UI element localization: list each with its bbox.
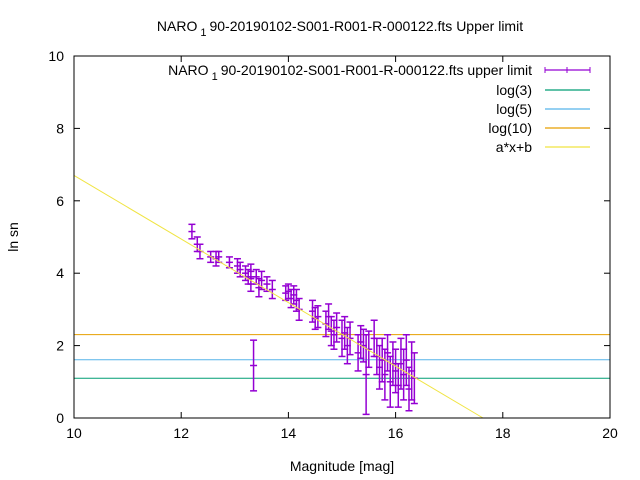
y-tick-label: 0	[56, 410, 64, 426]
legend: NARO 1 90-20190102-S001-R001-R-000122.fts …	[168, 62, 591, 155]
plot-border	[73, 55, 611, 419]
data-point	[384, 333, 392, 372]
data-point	[188, 223, 196, 240]
data-point	[236, 261, 244, 278]
plot-area: 10 12 14 16 18 20 0 2 4 6 8 10	[48, 48, 618, 441]
y-tick-label: 6	[56, 193, 64, 209]
fit-line	[73, 175, 484, 419]
y-axis-label: ln sn	[5, 222, 21, 252]
x-tick-label: 16	[388, 425, 404, 441]
legend-label-fit: a*x+b	[496, 139, 532, 155]
x-tick-label: 14	[281, 425, 297, 441]
data-point	[268, 279, 276, 300]
legend-label-log3: log(3)	[496, 82, 532, 98]
y-tick-label: 2	[56, 338, 64, 354]
x-tick-label: 20	[602, 425, 618, 441]
data-point	[250, 339, 258, 392]
y-tick-label: 4	[56, 265, 64, 281]
x-tick-label: 10	[66, 425, 82, 441]
chart-title: NARO 1 90-20190102-S001-R001-R-000122.fts …	[157, 18, 523, 39]
y-tick-label: 8	[56, 120, 64, 136]
legend-label-log5: log(5)	[496, 101, 532, 117]
legend-label-data: NARO 1 90-20190102-S001-R001-R-000122.fts …	[168, 62, 532, 83]
data-point	[365, 330, 373, 369]
x-axis-label: Magnitude [mag]	[290, 458, 394, 474]
legend-label-log10: log(10)	[488, 120, 532, 136]
x-tick-label: 12	[173, 425, 189, 441]
data-point	[333, 312, 341, 343]
y-tick-label: 10	[48, 48, 64, 64]
data-point	[346, 321, 354, 356]
x-tick-label: 18	[495, 425, 511, 441]
data-point	[314, 305, 322, 329]
